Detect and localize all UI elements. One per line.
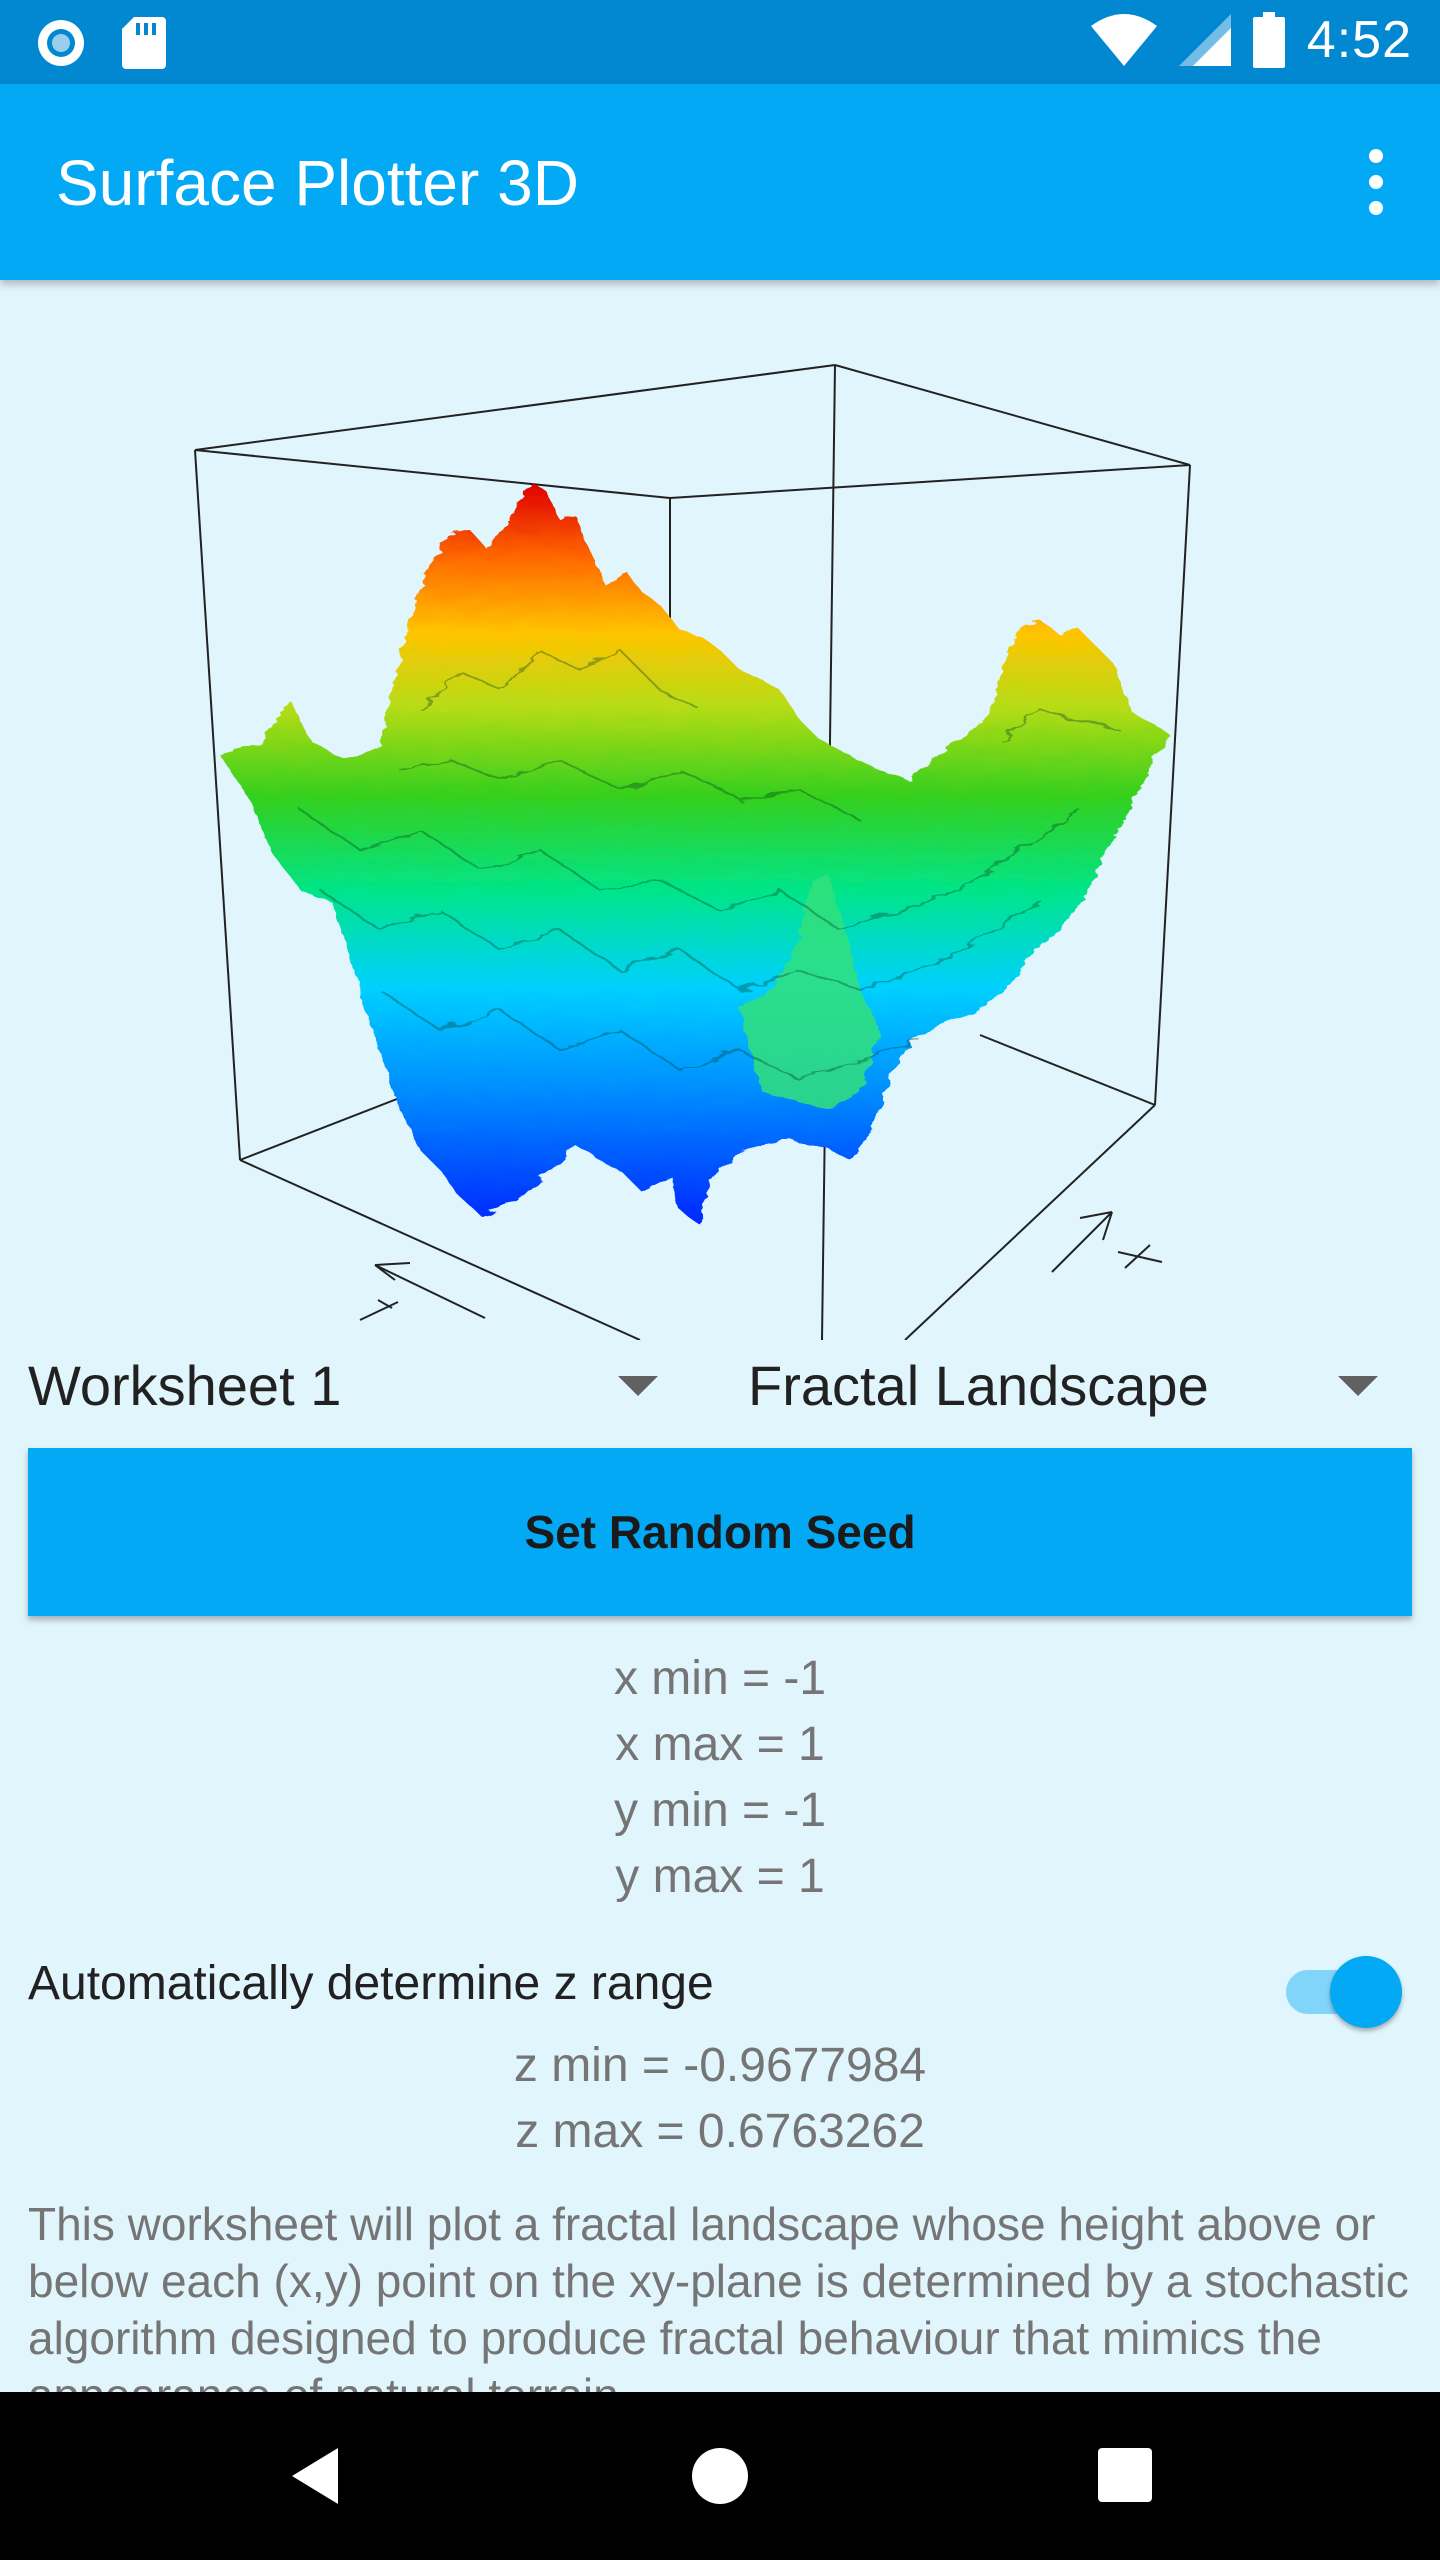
battery-icon [1252, 12, 1285, 68]
dropdown-arrow-icon [1338, 1376, 1378, 1396]
worksheet-spinner-label: Worksheet 1 [28, 1353, 342, 1417]
function-spinner[interactable]: Fractal Landscape [748, 1340, 1378, 1430]
more-vert-icon[interactable] [1336, 122, 1416, 242]
status-bar: 4:52 [0, 0, 1440, 84]
z-range-block: z min = -0.9677984 z max = 0.6763262 [0, 2033, 1440, 2165]
surface-plot[interactable] [0, 290, 1440, 1340]
status-time: 4:52 [1306, 11, 1412, 69]
wifi-icon [1090, 14, 1157, 66]
y-max-text[interactable]: y max = 1 [615, 1850, 825, 1903]
dropdown-arrow-icon [618, 1376, 658, 1396]
recents-icon[interactable] [1098, 2448, 1152, 2502]
app-title: Surface Plotter 3D [56, 147, 579, 219]
x-max-text[interactable]: x max = 1 [615, 1718, 825, 1771]
plot-box-front [239, 1104, 1156, 1340]
auto-z-range-switch-thumb[interactable] [1330, 1956, 1402, 2028]
x-min-text[interactable]: x min = -1 [613, 1652, 827, 1705]
xy-range-block: x min = -1 x max = 1 y min = -1 y max = … [0, 1646, 1440, 1910]
worksheet-description: This worksheet will plot a fractal lands… [28, 2198, 1409, 2392]
worksheet-spinner[interactable]: Worksheet 1 [28, 1340, 658, 1430]
auto-z-range-label: Automatically determine z range [28, 1957, 714, 2010]
set-random-seed-button[interactable]: Set Random Seed [28, 1448, 1412, 1616]
home-icon[interactable] [692, 2448, 748, 2504]
function-spinner-label: Fractal Landscape [748, 1353, 1209, 1417]
axis-arrows [359, 1211, 1163, 1321]
back-icon[interactable] [286, 2444, 346, 2508]
y-min-text[interactable]: y min = -1 [613, 1784, 827, 1837]
notification-circle-icon [38, 20, 84, 66]
auto-z-range-row: Automatically determine z range [28, 1948, 1412, 2028]
navigation-bar [0, 2392, 1440, 2560]
z-min-text: z min = -0.9677984 [513, 2039, 927, 2092]
plot-surface [220, 485, 1170, 1225]
cell-signal-icon [1178, 14, 1231, 66]
z-max-text: z max = 0.6763262 [515, 2105, 925, 2158]
app-bar: Surface Plotter 3D [0, 84, 1440, 280]
sd-card-icon [122, 17, 166, 69]
